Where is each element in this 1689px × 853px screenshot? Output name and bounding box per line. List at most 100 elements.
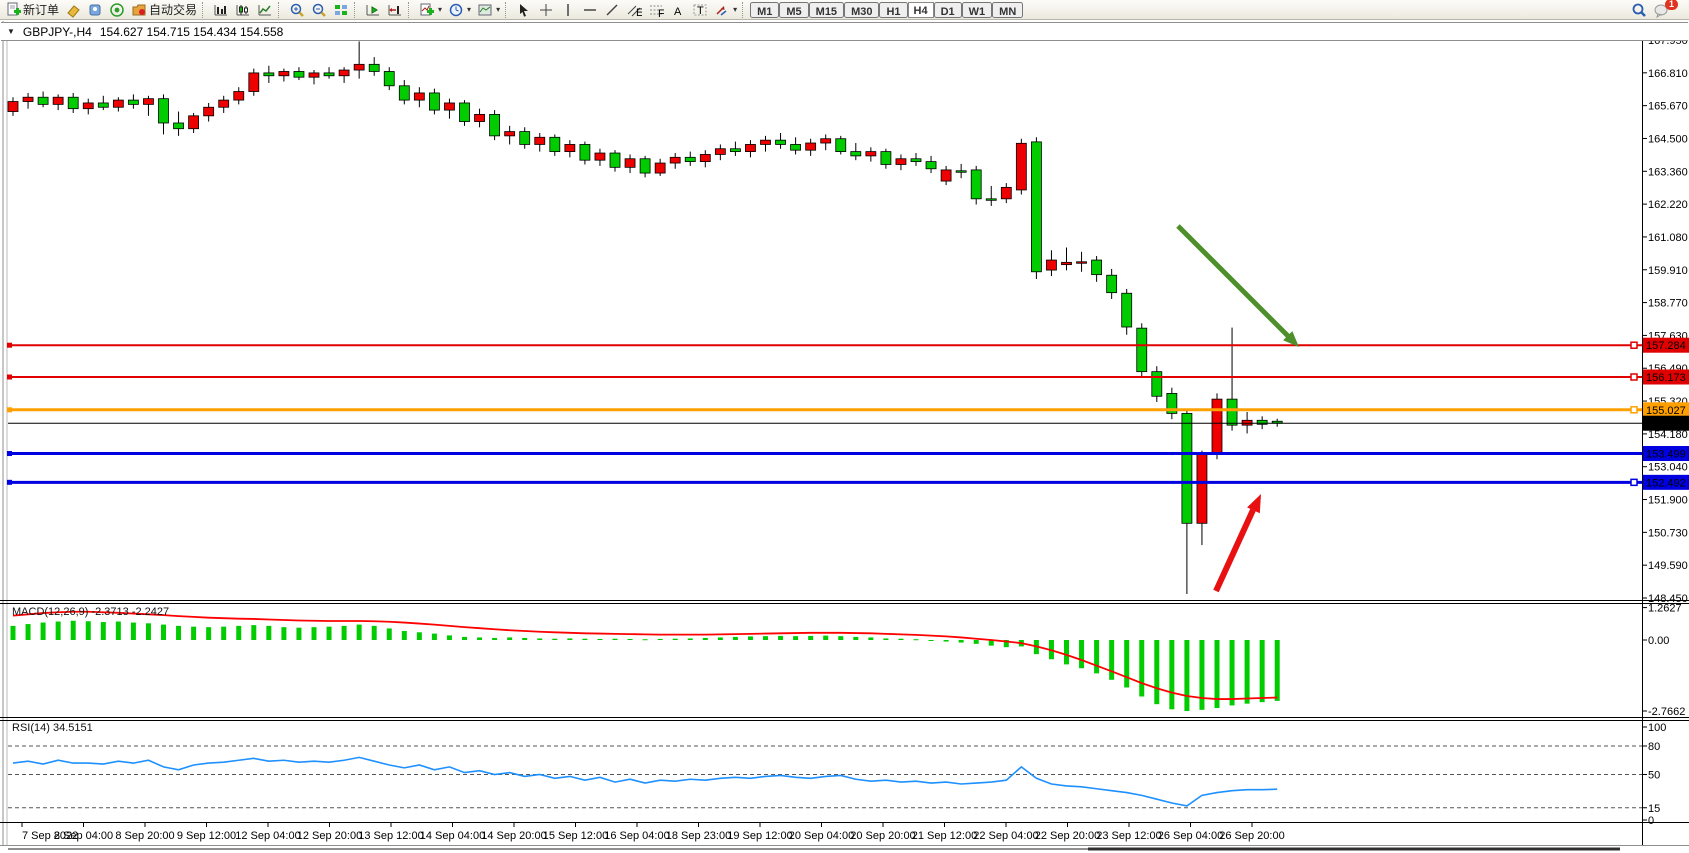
svg-text:8 Sep 04:00: 8 Sep 04:00 [54,830,113,842]
equidistant-channel-button[interactable]: E [623,1,645,19]
cursor-button[interactable] [513,1,535,19]
price-axis[interactable]: 167.950166.810165.670164.500163.360162.2… [1642,35,1689,605]
timeframe-button-m5[interactable]: M5 [779,1,809,18]
search-button[interactable] [1628,1,1650,19]
svg-text:14 Sep 20:00: 14 Sep 20:00 [481,830,546,842]
dropdown-caret-icon: ▾ [438,5,443,14]
svg-text:164.500: 164.500 [1648,133,1688,145]
svg-text:154.558: 154.558 [1646,418,1686,430]
notification-badge: 1 [1664,0,1678,10]
periods-button[interactable]: ▾ [445,1,474,19]
autotrading-label: 自动交易 [149,3,198,17]
timeframe-button-h4[interactable]: H4 [907,1,934,18]
indicators-button[interactable]: ▾ [416,1,445,19]
svg-text:150.730: 150.730 [1648,527,1688,539]
vertical-line-button[interactable] [557,1,579,19]
svg-text:153.040: 153.040 [1648,462,1688,474]
svg-text:156.173: 156.173 [1646,372,1686,384]
market-depth-button[interactable] [84,1,106,19]
new-order-button[interactable]: 新订单 [2,1,62,19]
svg-text:159.910: 159.910 [1648,265,1688,277]
toolbar-separator [505,1,511,18]
timeframe-button-d1[interactable]: D1 [933,1,962,18]
annotation-arrows[interactable] [1176,224,1299,593]
macd-axis[interactable]: 1.2627 0.00 -2.7662 [1642,603,1685,718]
text-button[interactable]: A [667,1,689,19]
horizontal-line-button[interactable] [579,1,601,19]
toolbar-separator [408,1,414,18]
crosshair-button[interactable] [535,1,557,19]
timeframe-button-m15[interactable]: M15 [808,1,845,18]
fibonacci-button[interactable]: F [645,1,667,19]
trendline-icon [604,2,620,18]
timeframe-button-m30[interactable]: M30 [844,1,880,18]
chart-title-bar[interactable]: ▼ GBPJPY-,H4 154.627 154.715 154.434 154… [1,22,1688,41]
svg-text:21 Sep 12:00: 21 Sep 12:00 [912,830,977,842]
down-trend-arrow[interactable] [1176,224,1290,338]
line-chart-button[interactable] [254,1,276,19]
zoom-out-icon [311,2,327,18]
new-order-label: 新订单 [23,3,60,17]
signals-button[interactable] [106,1,128,19]
trendline-button[interactable] [601,1,623,19]
svg-text:20 Sep 20:00: 20 Sep 20:00 [850,830,915,842]
svg-text:20 Sep 04:00: 20 Sep 04:00 [789,830,854,842]
text-icon: A [670,2,686,18]
toolbar: 新订单 自动交易 ▾ ▾ ▾ E F A T ▾ M1 M5 M15 M30 H1 H4 D… [0,0,1689,20]
timeframe-button-h1[interactable]: H1 [879,1,908,18]
tile-windows-icon [333,2,349,18]
svg-text:16 Sep 04:00: 16 Sep 04:00 [604,830,669,842]
notifications-button[interactable]: 1 [1650,0,1687,19]
text-label-button[interactable]: T [689,1,711,19]
clock-icon [448,2,464,18]
text-label-icon: T [692,2,708,18]
macd-indicator-label: MACD(12,26,9) -2.3713 -2.2427 [12,606,170,618]
svg-text:161.080: 161.080 [1648,232,1688,244]
rsi-axis[interactable]: 100 80 50 150 [1642,722,1666,827]
timeframe-button-m1[interactable]: M1 [750,1,780,18]
svg-text:155.027: 155.027 [1646,405,1686,417]
zoom-in-button[interactable] [286,1,308,19]
horizontal-line-icon [582,2,598,18]
svg-text:162.220: 162.220 [1648,199,1688,211]
chart-window: ▼ GBPJPY-,H4 154.627 154.715 154.434 154… [0,20,1689,853]
auto-scroll-button[interactable] [362,1,384,19]
candlestick-chart-icon [235,2,251,18]
svg-text:7 Sep 2022: 7 Sep 2022 [22,830,78,842]
autotrading-button[interactable]: 自动交易 [128,1,200,19]
svg-text:E: E [636,7,642,18]
chat-bubble-icon [1653,2,1669,18]
up-bounce-arrow[interactable] [1213,508,1256,593]
collapse-icon[interactable]: ▼ [7,27,15,36]
svg-text:12 Sep 04:00: 12 Sep 04:00 [235,830,300,842]
price-lines-layer[interactable] [7,341,1689,487]
svg-text:19 Sep 12:00: 19 Sep 12:00 [727,830,792,842]
templates-button[interactable]: ▾ [474,1,503,19]
svg-text:15: 15 [1648,803,1660,815]
eraser-button[interactable] [62,1,84,19]
new-order-icon [5,2,21,18]
arrows-button[interactable]: ▾ [711,1,740,19]
bar-chart-icon [213,2,229,18]
timeframe-button-mn[interactable]: MN [992,1,1024,18]
zoom-out-button[interactable] [308,1,330,19]
chart-canvas[interactable]: 167.950166.810165.670164.500163.360162.2… [0,20,1689,853]
cursor-icon [516,2,532,18]
timeframe-button-w1[interactable]: W1 [961,1,993,18]
search-icon [1631,2,1647,18]
tile-windows-button[interactable] [330,1,352,19]
candles-layer [7,41,1283,594]
svg-text:163.360: 163.360 [1648,166,1688,178]
rsi-indicator-label: RSI(14) 34.5151 [12,722,93,734]
toolbar-separator [354,1,360,18]
svg-text:148.450: 148.450 [1648,593,1688,605]
templates-icon [477,2,493,18]
svg-text:26 Sep 04:00: 26 Sep 04:00 [1158,830,1223,842]
bar-chart-button[interactable] [210,1,232,19]
svg-text:22 Sep 04:00: 22 Sep 04:00 [973,830,1038,842]
svg-text:0.00: 0.00 [1648,635,1669,647]
candlestick-chart-button[interactable] [232,1,254,19]
signals-icon [109,2,125,18]
chart-shift-button[interactable] [384,1,406,19]
